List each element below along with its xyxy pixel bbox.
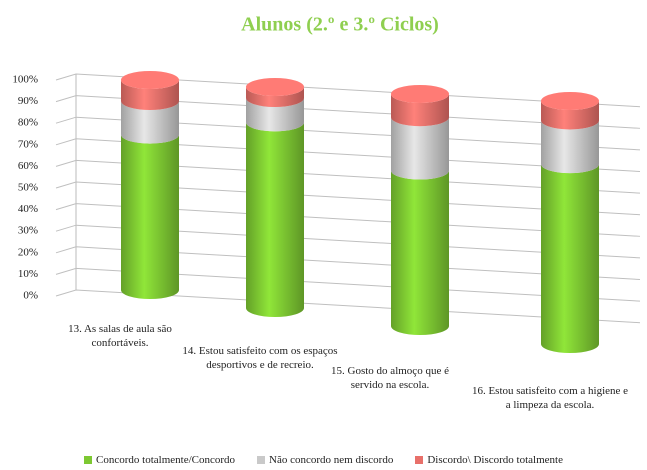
cylinder-segment	[391, 170, 449, 335]
cylinder-top	[246, 78, 304, 96]
grid-line	[55, 267, 641, 302]
y-tick-label: 50%	[18, 182, 38, 194]
cylinder-segment	[246, 122, 304, 317]
legend-label: Concordo totalmente/Concordo	[96, 454, 236, 466]
y-tick-label: 10%	[18, 268, 38, 280]
legend: Concordo totalmente/Concordo Não concordo…	[0, 454, 647, 466]
y-tick-label: 30%	[18, 225, 38, 237]
chart-title: Alunos (2.º e 3.º Ciclos)	[241, 14, 439, 36]
grid-line	[55, 246, 641, 281]
legend-label: Discordo\ Discordo totalmente	[427, 454, 563, 466]
y-tick-label: 0%	[23, 290, 38, 302]
grid-line	[55, 95, 641, 129]
cylinder-segment	[391, 94, 449, 127]
y-tick-label: 70%	[18, 138, 38, 150]
x-tick-label: 15. Gosto do almoço que é servido na esc…	[331, 365, 449, 391]
legend-swatch	[257, 456, 266, 464]
y-tick-label: 80%	[18, 117, 38, 129]
x-tick-label: 13. As salas de aula são confortáveis.	[68, 323, 172, 349]
grid-line	[55, 138, 641, 173]
y-tick-label: 60%	[18, 160, 38, 172]
cylinder-top	[541, 92, 599, 110]
cylinder-segment	[121, 134, 179, 299]
legend-item: Concordo totalmente/Concordo	[84, 454, 235, 466]
cylinder-segment	[246, 98, 304, 132]
grid-line	[55, 289, 641, 324]
x-tick-label: 16. Estou satisfeito com a higiene e a l…	[471, 385, 629, 411]
grid-line	[55, 224, 641, 259]
y-tick-label: 20%	[18, 246, 38, 258]
cylinder-segment	[246, 87, 304, 108]
legend-item: Não concordo nem discordo	[257, 454, 393, 466]
cylinder-segment	[541, 164, 599, 353]
grid-line	[55, 181, 641, 216]
grid-line	[55, 73, 641, 108]
cylinder-segment	[541, 120, 599, 174]
cylinder-top	[391, 85, 449, 103]
y-tick-label: 40%	[18, 203, 38, 215]
grid-line	[55, 116, 641, 151]
grid-line	[55, 159, 641, 194]
y-tick-label: 100%	[12, 74, 38, 86]
cylinder-top	[121, 71, 179, 89]
x-tick-label: 14. Estou satisfeito com os espaços desp…	[182, 345, 338, 371]
legend-item: Discordo\ Discordo totalmente	[415, 454, 563, 466]
y-tick-label: 90%	[18, 95, 38, 107]
cylinder-segment	[541, 101, 599, 130]
cylinder-segment	[121, 101, 179, 144]
cylinder-segment	[121, 80, 179, 110]
legend-label: Não concordo nem discordo	[269, 454, 394, 466]
grid-line	[55, 203, 641, 237]
cylinder-segment	[391, 117, 449, 180]
legend-swatch	[84, 456, 93, 464]
legend-swatch	[415, 456, 424, 464]
